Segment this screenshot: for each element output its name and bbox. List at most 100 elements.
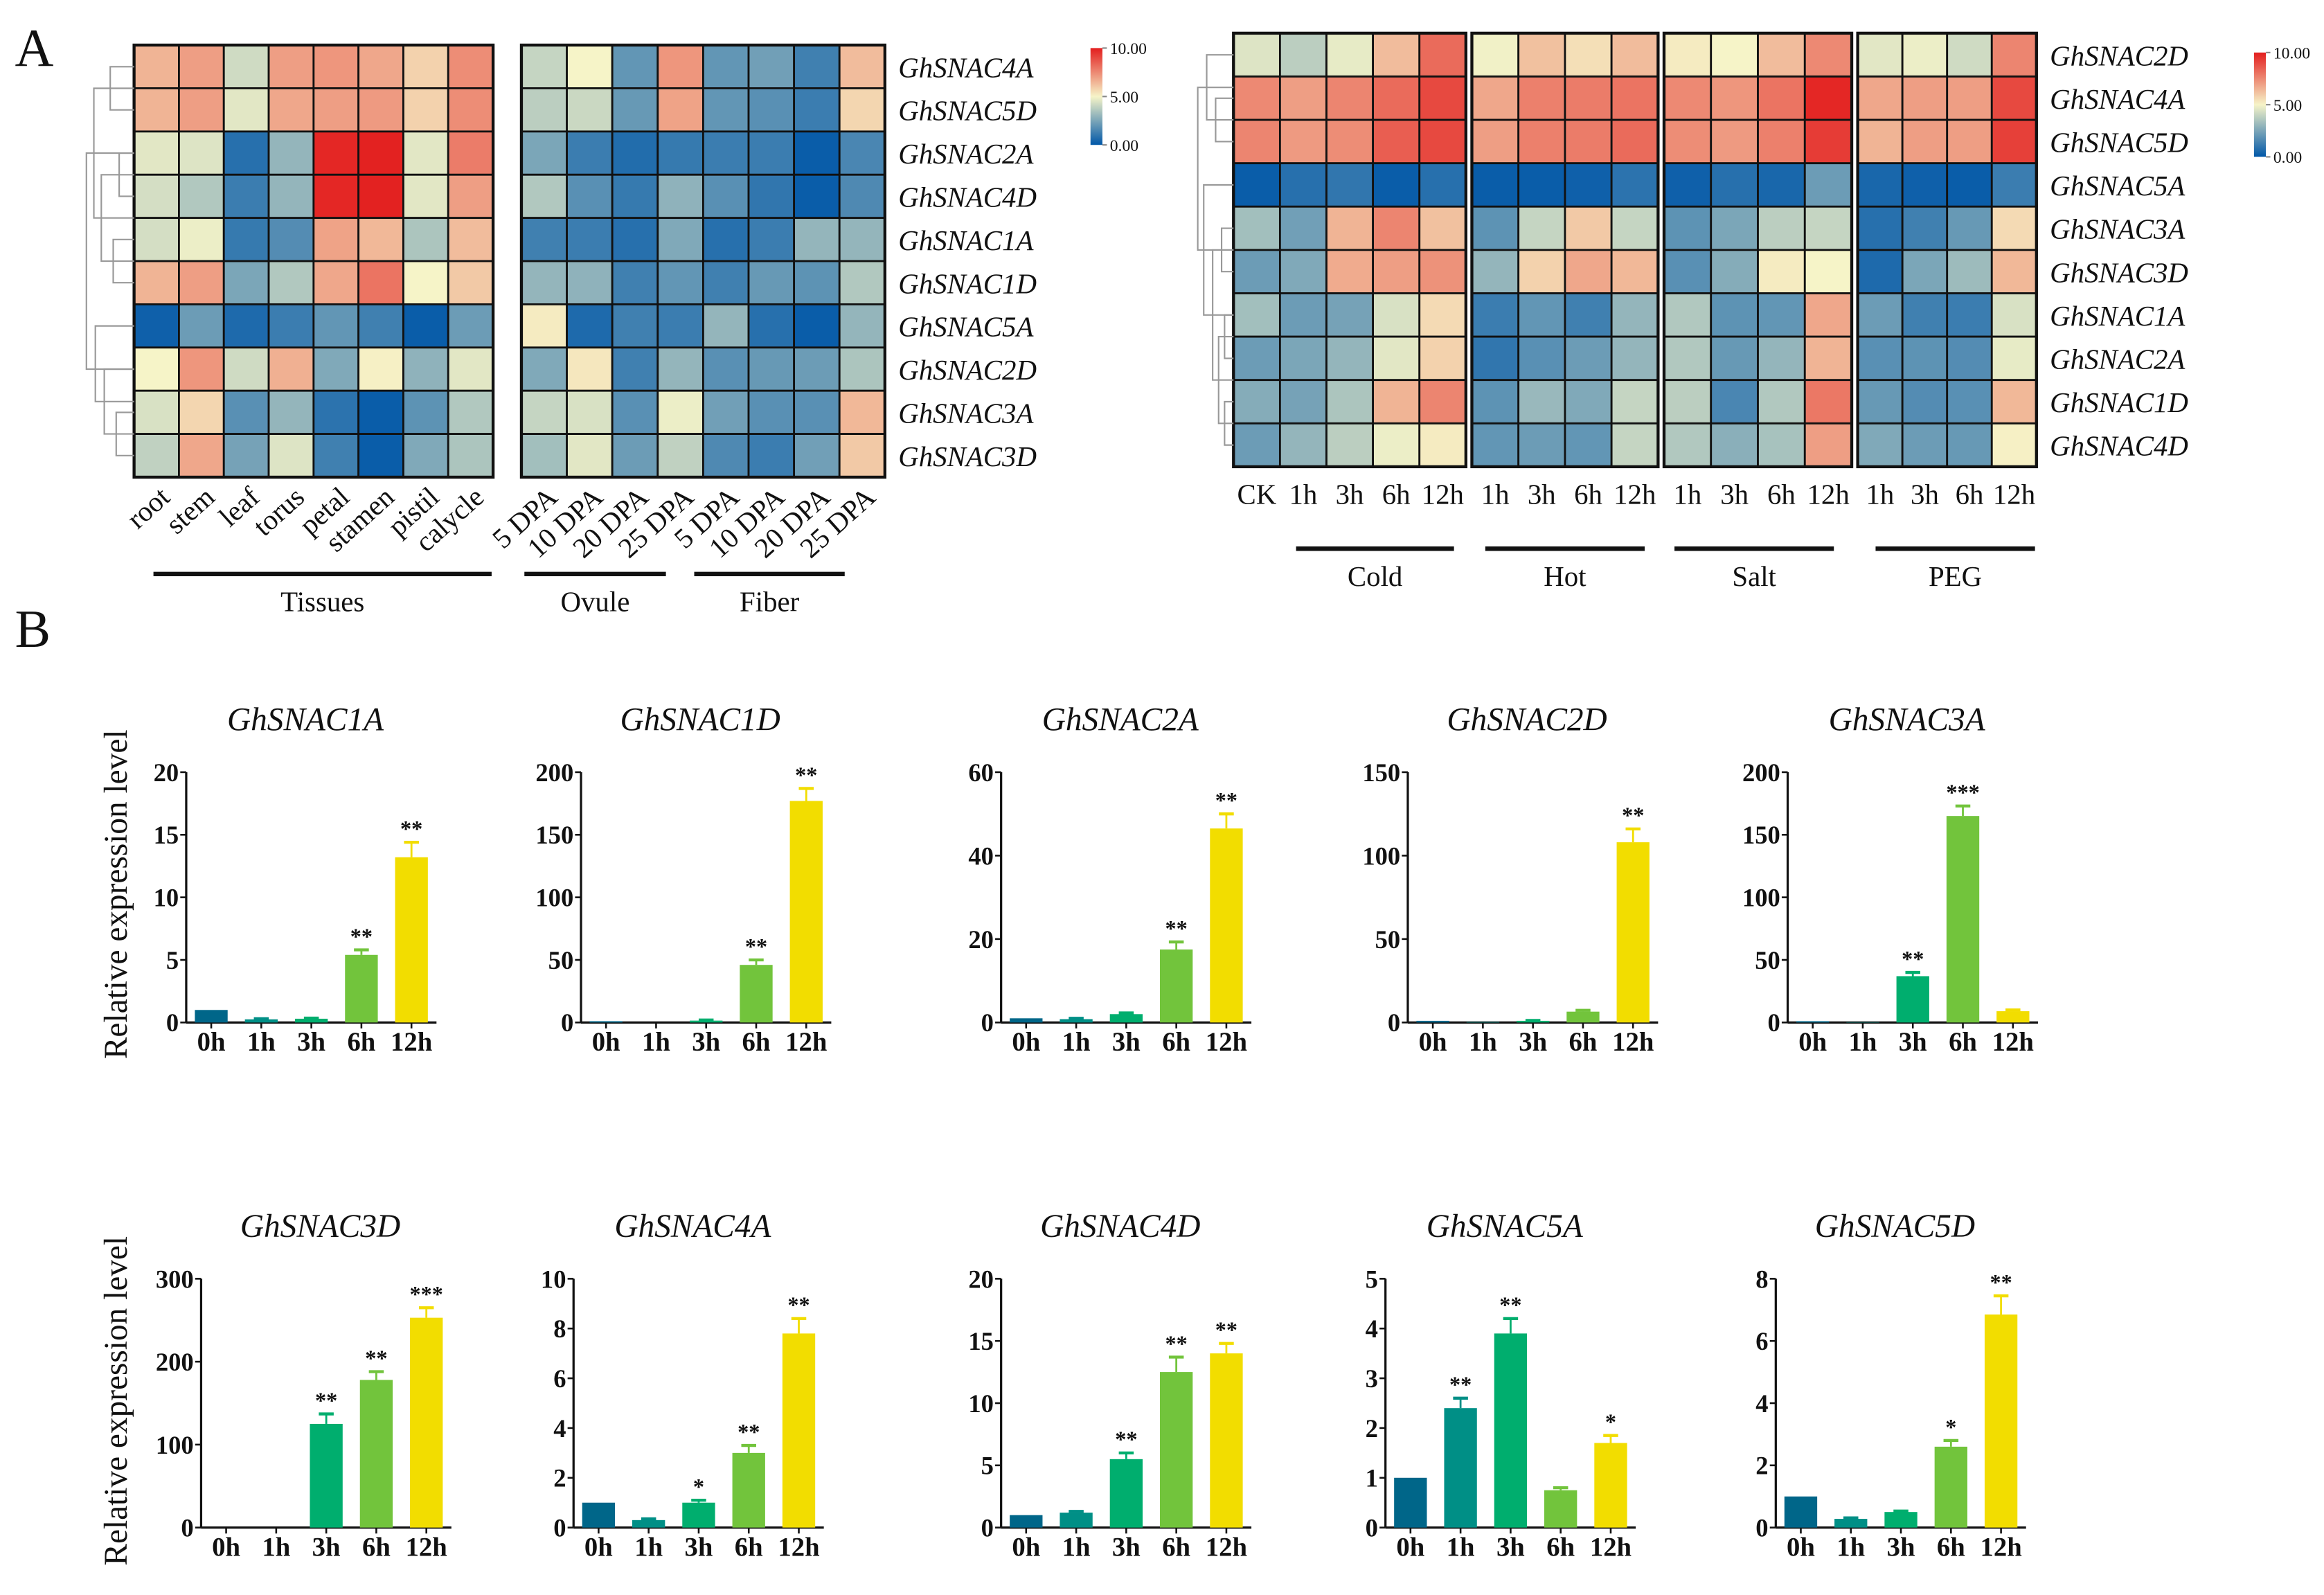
heatmap-block-border <box>1662 31 1854 469</box>
heatmap-cell <box>656 130 704 176</box>
y-axis-label-row1: Relative expression level <box>98 730 134 1060</box>
heatmap-cell <box>566 433 614 479</box>
heatmap-cell <box>520 217 568 262</box>
heatmap-cell <box>178 173 225 220</box>
x-tick-label: 3h <box>1899 1027 1927 1057</box>
y-tick-label: 10 <box>154 884 179 912</box>
heatmap-cell <box>1564 118 1613 165</box>
column-label: 6h <box>1382 479 1411 510</box>
x-tick-label: 1h <box>247 1027 276 1057</box>
row-label: GhSNAC3A <box>898 398 1034 429</box>
heatmap-cell <box>1901 249 1949 294</box>
y-tick-label: 100 <box>1742 884 1780 912</box>
heatmap-cell <box>1325 249 1375 294</box>
column-label: 3h <box>1336 479 1364 510</box>
row-label: GhSNAC1A <box>2050 301 2186 332</box>
heatmap-cell <box>1990 75 2038 121</box>
heatmap-cell <box>793 217 841 262</box>
heatmap-cell <box>1857 422 1904 468</box>
heatmap-cell <box>1418 75 1467 121</box>
bar-chart-ghsnac5d: GhSNAC5D 0 2 4 6 8 0h 1h 3h 6h * 12h ** <box>1755 1209 2026 1562</box>
heatmap-cell <box>747 389 796 435</box>
heatmap-cell <box>402 260 449 305</box>
heatmap-cell <box>267 217 315 262</box>
bar <box>1884 1512 1918 1528</box>
heatmap-cell <box>222 303 270 349</box>
heatmap-cell <box>520 303 568 349</box>
heatmap-cell <box>1803 292 1853 338</box>
heatmap-cell <box>1710 118 1759 165</box>
heatmap-cell <box>1372 335 1421 382</box>
x-tick-label: 3h <box>692 1027 720 1057</box>
significance-label: *** <box>410 1282 443 1307</box>
bar <box>244 1019 278 1023</box>
y-tick-label: 200 <box>535 758 573 787</box>
significance-label: ** <box>1115 1427 1137 1452</box>
bar-chart-ghsnac3a: GhSNAC3A 0 50 100 150 200 0h 1h 3h ** 6h *** 12h <box>1742 702 2038 1057</box>
heatmap-cell <box>1990 422 2038 468</box>
heatmap-cell <box>312 217 360 262</box>
y-tick-label: 0 <box>1755 1514 1768 1542</box>
chart-title: GhSNAC4D <box>1040 1209 1200 1245</box>
heatmap-cell <box>1663 162 1713 208</box>
chart-layer: GhSNAC4A GhSNAC5D GhSNAC2A GhSNAC4D GhSNAC1A… <box>85 31 2310 1562</box>
heatmap-cell <box>566 346 614 392</box>
heatmap-cell <box>1278 422 1328 468</box>
heatmap-cell <box>1946 118 1993 165</box>
heatmap-cell <box>1857 205 1904 251</box>
bar-chart-ghsnac2d: GhSNAC2D 0 50 100 150 0h 1h 3h 6h 12h ** <box>1362 702 1659 1057</box>
column-label: 6h <box>1767 479 1796 510</box>
significance-label: ** <box>1165 1331 1188 1356</box>
y-tick-label: 0 <box>981 1514 994 1542</box>
y-tick-label: 6 <box>1755 1327 1768 1355</box>
heatmap-cell <box>1325 162 1375 208</box>
heatmap-cell <box>312 346 360 392</box>
x-tick-label: 3h <box>1112 1533 1141 1562</box>
heatmap-cell <box>1946 205 1993 251</box>
heatmap-cell <box>747 217 796 262</box>
significance-label: ** <box>738 1419 760 1444</box>
column-label: 6h <box>1574 479 1602 510</box>
bar <box>310 1423 343 1528</box>
heatmap-cell <box>1418 422 1467 468</box>
heatmap-cell <box>1946 162 1993 208</box>
heatmap-cell <box>1803 118 1853 165</box>
heatmap-cell <box>1946 422 1993 468</box>
heatmap-cell <box>747 173 796 220</box>
significance-label: ** <box>795 763 817 787</box>
heatmap-cell <box>838 389 886 435</box>
chart-title: GhSNAC4A <box>614 1209 771 1245</box>
heatmap-cell <box>1471 292 1520 338</box>
heatmap-cell <box>793 389 841 435</box>
heatmap-cell <box>1901 379 1949 425</box>
column-label: stem <box>160 481 221 540</box>
heatmap-cell <box>1564 292 1613 338</box>
y-tick-label: 8 <box>1755 1265 1768 1293</box>
heatmap-cell <box>1418 379 1467 425</box>
row-label: GhSNAC5A <box>2050 170 2186 202</box>
y-tick-label: 50 <box>1375 925 1401 954</box>
bar <box>1784 1496 1818 1528</box>
heatmap-cell <box>447 217 494 262</box>
heatmap-cell <box>747 303 796 349</box>
heatmap-cell <box>702 130 750 176</box>
bar <box>1060 1513 1093 1528</box>
heatmap-cell <box>1471 249 1520 294</box>
heatmap-cell <box>1232 32 1281 78</box>
heatmap-cell <box>1803 249 1853 294</box>
heatmap-cell <box>1372 162 1421 208</box>
y-tick-label: 0 <box>181 1514 193 1542</box>
column-label: 1h <box>1866 479 1894 510</box>
heatmap-cell <box>1278 292 1328 338</box>
bar <box>395 857 428 1023</box>
y-tick-label: 150 <box>535 821 573 849</box>
y-tick-label: 8 <box>553 1315 566 1343</box>
bar <box>732 1452 765 1528</box>
bar <box>582 1502 616 1528</box>
heatmap-cell <box>1857 292 1904 338</box>
row-label: GhSNAC2A <box>2050 344 2186 375</box>
heatmap-cell <box>1325 205 1375 251</box>
bar <box>1984 1315 2018 1528</box>
x-tick-label: 0h <box>1419 1027 1447 1057</box>
heatmap-cell <box>1803 32 1853 78</box>
